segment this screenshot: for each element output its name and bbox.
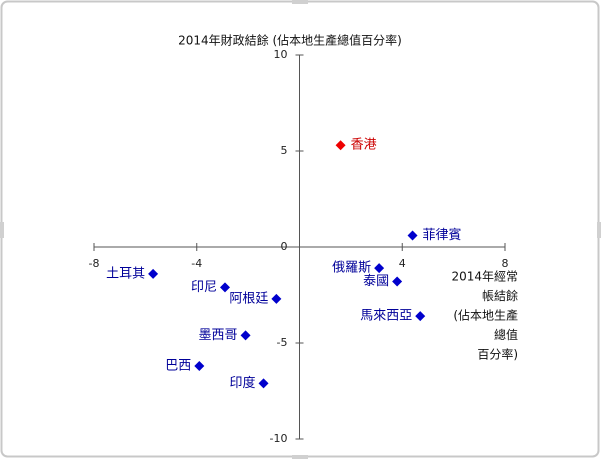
x-axis-title: (佔本地生產 xyxy=(453,308,518,323)
point xyxy=(335,140,346,151)
point-label: 土耳其 xyxy=(106,266,145,281)
y-tick-label: -10 xyxy=(270,432,288,445)
y-tick-label: 5 xyxy=(281,144,288,157)
point-label: 馬來西亞 xyxy=(360,309,412,324)
y-tick-label: -5 xyxy=(277,336,288,349)
point-label: 香港 xyxy=(351,138,377,153)
point-label: 泰國 xyxy=(363,274,389,289)
y-tick-label: 0 xyxy=(281,240,288,253)
handle xyxy=(0,222,4,238)
y-tick-label: 10 xyxy=(274,48,288,61)
point xyxy=(194,361,205,372)
point-label: 印度 xyxy=(230,375,256,391)
point xyxy=(148,268,159,279)
point xyxy=(407,230,418,241)
point-label: 印尼 xyxy=(191,280,217,295)
x-tick-label: 4 xyxy=(399,257,406,270)
point xyxy=(415,311,426,322)
handle xyxy=(292,0,308,4)
point-label: 墨西哥 xyxy=(199,328,238,343)
point xyxy=(220,282,231,293)
point xyxy=(392,276,403,287)
y-axis-title: 2014年財政結餘 (佔本地生產總值百分率) xyxy=(178,33,402,48)
point xyxy=(271,293,282,304)
point xyxy=(240,330,251,341)
point-label: 俄羅斯 xyxy=(332,261,371,276)
x-tick-label: -8 xyxy=(89,257,100,270)
x-axis-title: 總值 xyxy=(494,327,518,342)
x-axis-title: 2014年經常 xyxy=(451,270,518,284)
x-tick-label: -4 xyxy=(191,257,202,270)
handle xyxy=(597,222,601,238)
handle xyxy=(292,455,308,459)
point-label: 阿根廷 xyxy=(229,291,268,306)
x-tick-label: 8 xyxy=(502,257,509,270)
x-axis-title: 帳結餘 xyxy=(482,288,518,303)
point-label: 菲律賓 xyxy=(423,227,462,243)
x-axis-title: 百分率) xyxy=(477,347,518,362)
point-label: 巴西 xyxy=(165,359,191,374)
point xyxy=(374,263,385,274)
point xyxy=(258,378,269,389)
